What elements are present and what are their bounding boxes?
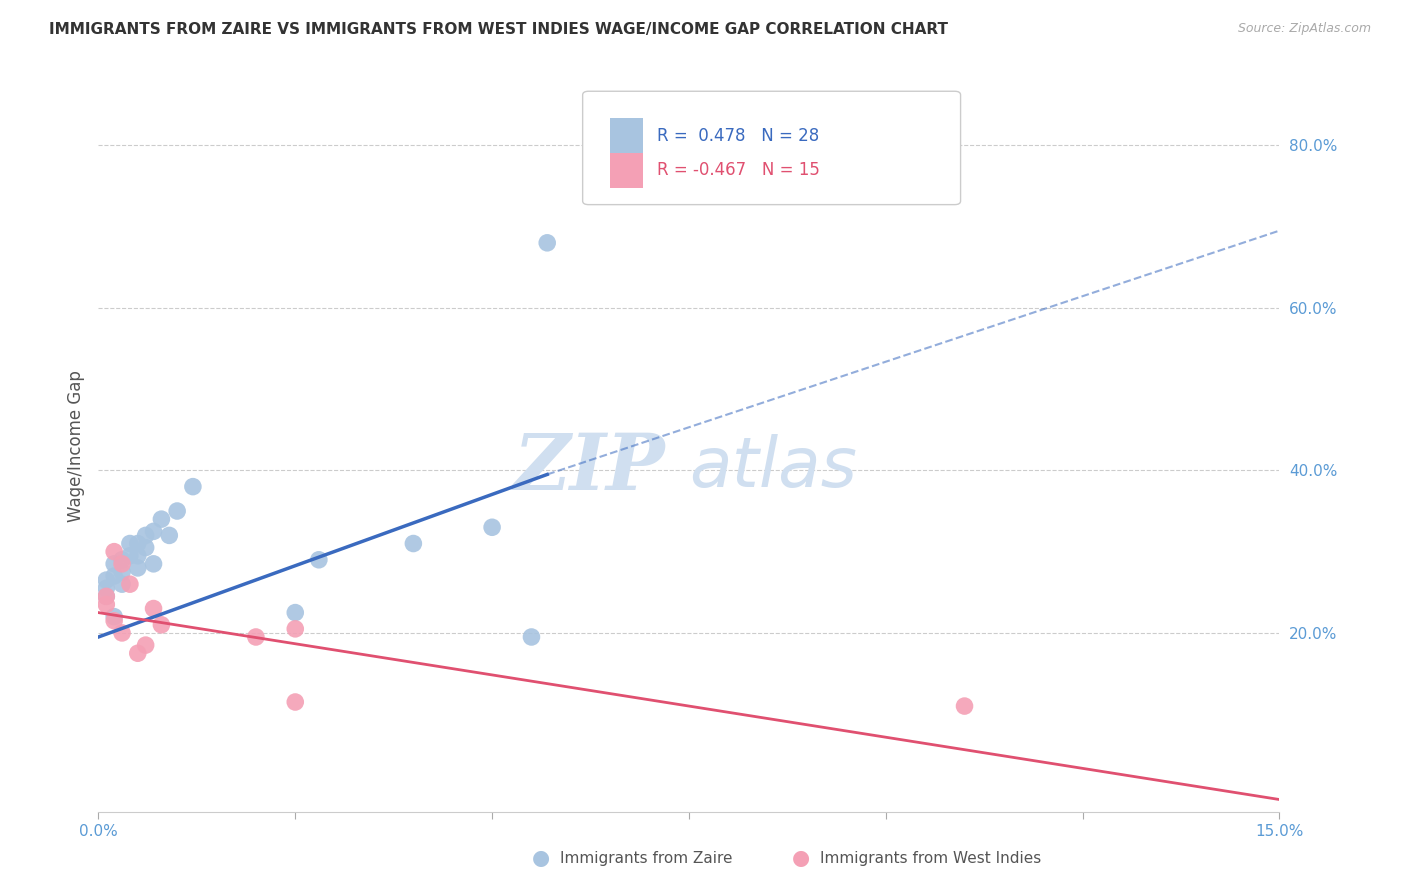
Bar: [610, 153, 643, 188]
Text: Immigrants from Zaire: Immigrants from Zaire: [560, 851, 733, 865]
Bar: [610, 119, 643, 153]
Point: [481, 520, 503, 534]
Point: [127, 561, 149, 575]
Point: [284, 622, 307, 636]
Point: [284, 695, 307, 709]
Point: [142, 524, 165, 539]
Point: [135, 528, 157, 542]
Point: [245, 630, 267, 644]
Point: [111, 565, 134, 579]
Text: atlas: atlas: [689, 434, 856, 501]
Text: ZIP: ZIP: [513, 430, 665, 506]
Text: IMMIGRANTS FROM ZAIRE VS IMMIGRANTS FROM WEST INDIES WAGE/INCOME GAP CORRELATION: IMMIGRANTS FROM ZAIRE VS IMMIGRANTS FROM…: [49, 22, 948, 37]
Point: [166, 504, 188, 518]
Point: [111, 557, 134, 571]
Point: [118, 549, 141, 563]
Point: [157, 528, 180, 542]
Point: [103, 544, 125, 558]
Point: [953, 699, 976, 714]
Text: Source: ZipAtlas.com: Source: ZipAtlas.com: [1237, 22, 1371, 36]
Text: R =  0.478   N = 28: R = 0.478 N = 28: [657, 127, 820, 145]
Point: [96, 573, 118, 587]
Point: [181, 480, 204, 494]
Text: R = -0.467   N = 15: R = -0.467 N = 15: [657, 161, 820, 179]
Y-axis label: Wage/Income Gap: Wage/Income Gap: [66, 370, 84, 522]
Point: [118, 536, 141, 550]
Point: [135, 638, 157, 652]
Point: [111, 626, 134, 640]
Text: ●: ●: [533, 848, 550, 868]
Point: [150, 617, 173, 632]
Point: [142, 557, 165, 571]
Point: [536, 235, 558, 250]
Point: [103, 569, 125, 583]
Point: [111, 577, 134, 591]
Point: [135, 541, 157, 555]
Point: [127, 549, 149, 563]
Point: [103, 609, 125, 624]
Point: [96, 598, 118, 612]
Point: [127, 536, 149, 550]
Point: [402, 536, 425, 550]
Point: [96, 590, 118, 604]
Point: [96, 590, 118, 604]
Point: [103, 557, 125, 571]
Text: ●: ●: [793, 848, 810, 868]
Point: [127, 646, 149, 660]
Text: Immigrants from West Indies: Immigrants from West Indies: [820, 851, 1040, 865]
Point: [284, 606, 307, 620]
Point: [103, 614, 125, 628]
Point: [96, 581, 118, 595]
FancyBboxPatch shape: [582, 91, 960, 204]
Point: [520, 630, 543, 644]
Point: [142, 601, 165, 615]
Point: [111, 553, 134, 567]
Point: [118, 577, 141, 591]
Point: [150, 512, 173, 526]
Point: [308, 553, 330, 567]
